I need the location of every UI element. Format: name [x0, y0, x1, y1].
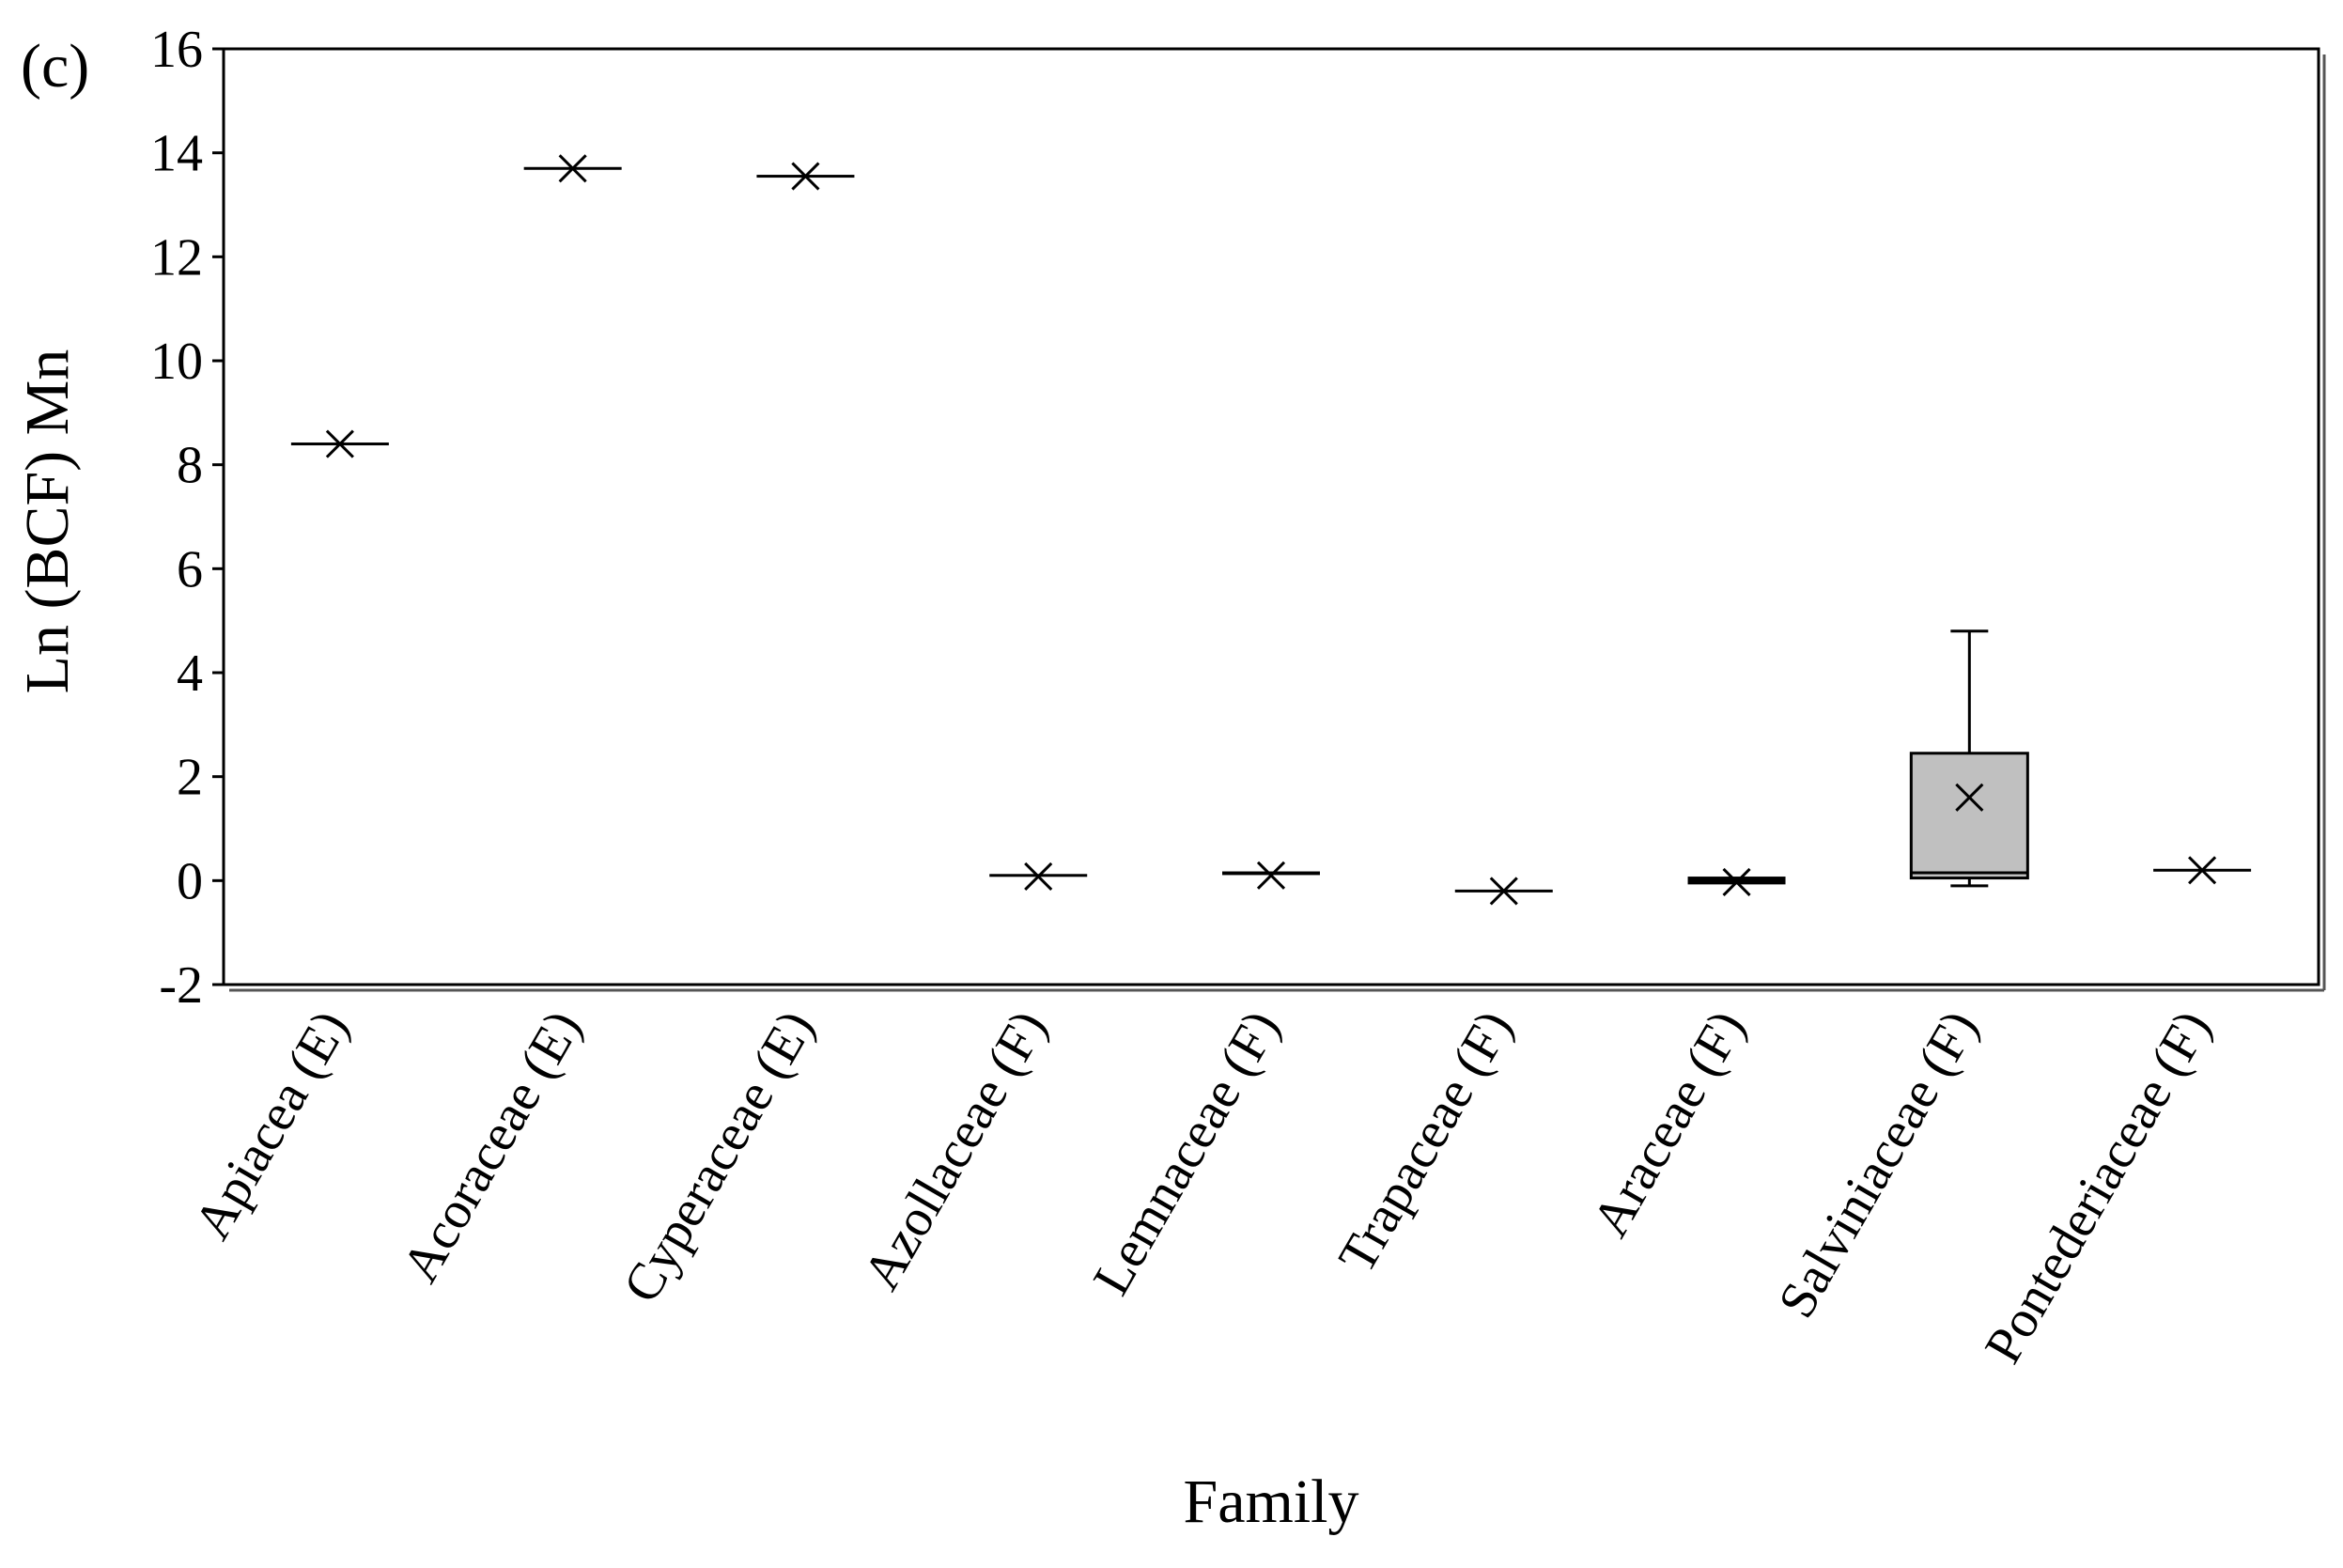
y-tick-label: 6 — [177, 540, 203, 598]
box-4 — [989, 862, 1088, 891]
x-category-label: Cyperaceae (E) — [613, 1001, 826, 1312]
mean-marker — [558, 154, 587, 183]
mean-marker — [1955, 783, 1984, 812]
y-tick-label: -2 — [159, 956, 203, 1015]
x-category-label: Lemnaceae (F) — [1082, 1001, 1291, 1305]
y-tick-label: 0 — [177, 852, 203, 910]
x-category-label: Pontederiaceae (F) — [1974, 1001, 2222, 1374]
x-category-label: Araceae (F) — [1581, 1001, 1757, 1247]
mean-marker — [325, 429, 354, 458]
box-3 — [756, 162, 855, 191]
x-category-label: Apiacea (E) — [183, 1001, 360, 1250]
mean-marker — [791, 162, 820, 191]
box-series — [290, 154, 2252, 906]
x-category-label: Acoraceae (E) — [391, 1001, 593, 1293]
plot-border — [222, 47, 2320, 986]
box-9 — [2153, 856, 2252, 885]
box-7 — [1687, 867, 1786, 897]
y-tick-label: 4 — [177, 644, 203, 703]
mean-marker — [1256, 861, 1286, 890]
mean-marker — [1024, 862, 1053, 891]
panel-label: (c) — [21, 32, 89, 101]
y-axis: -2 0 2 4 6 8 10 12 14 16 — [150, 21, 224, 1015]
y-tick-label: 10 — [150, 333, 203, 391]
x-category-label: Trapaceae (F) — [1327, 1001, 1524, 1283]
median-line — [1222, 871, 1320, 876]
mean-marker — [1722, 867, 1751, 897]
y-tick-label: 14 — [150, 125, 203, 183]
y-tick-label: 2 — [177, 749, 203, 807]
y-tick-label: 8 — [177, 437, 203, 495]
box-6 — [1454, 877, 1553, 906]
box-1 — [290, 429, 389, 458]
box-iqr — [1909, 752, 2029, 880]
y-tick-label: 12 — [150, 228, 203, 287]
y-axis-title: Ln (BCF) Mn — [13, 349, 82, 694]
mean-marker — [2188, 856, 2217, 885]
box-5 — [1222, 861, 1320, 890]
y-tick-label: 16 — [150, 21, 203, 79]
box-8 — [1909, 629, 2029, 888]
plot-frame — [222, 47, 2326, 992]
box-2 — [523, 154, 622, 183]
mean-marker — [1489, 877, 1518, 906]
x-category-label: Salviniaceae (F) — [1767, 1001, 1989, 1327]
x-axis-title: Family — [1183, 1467, 1358, 1536]
x-axis-labels: Apiacea (E) Acoraceae (E) Cyperaceae (E) Az… — [183, 1001, 2222, 1374]
x-category-label: Azollaceae (F) — [852, 1001, 1058, 1300]
